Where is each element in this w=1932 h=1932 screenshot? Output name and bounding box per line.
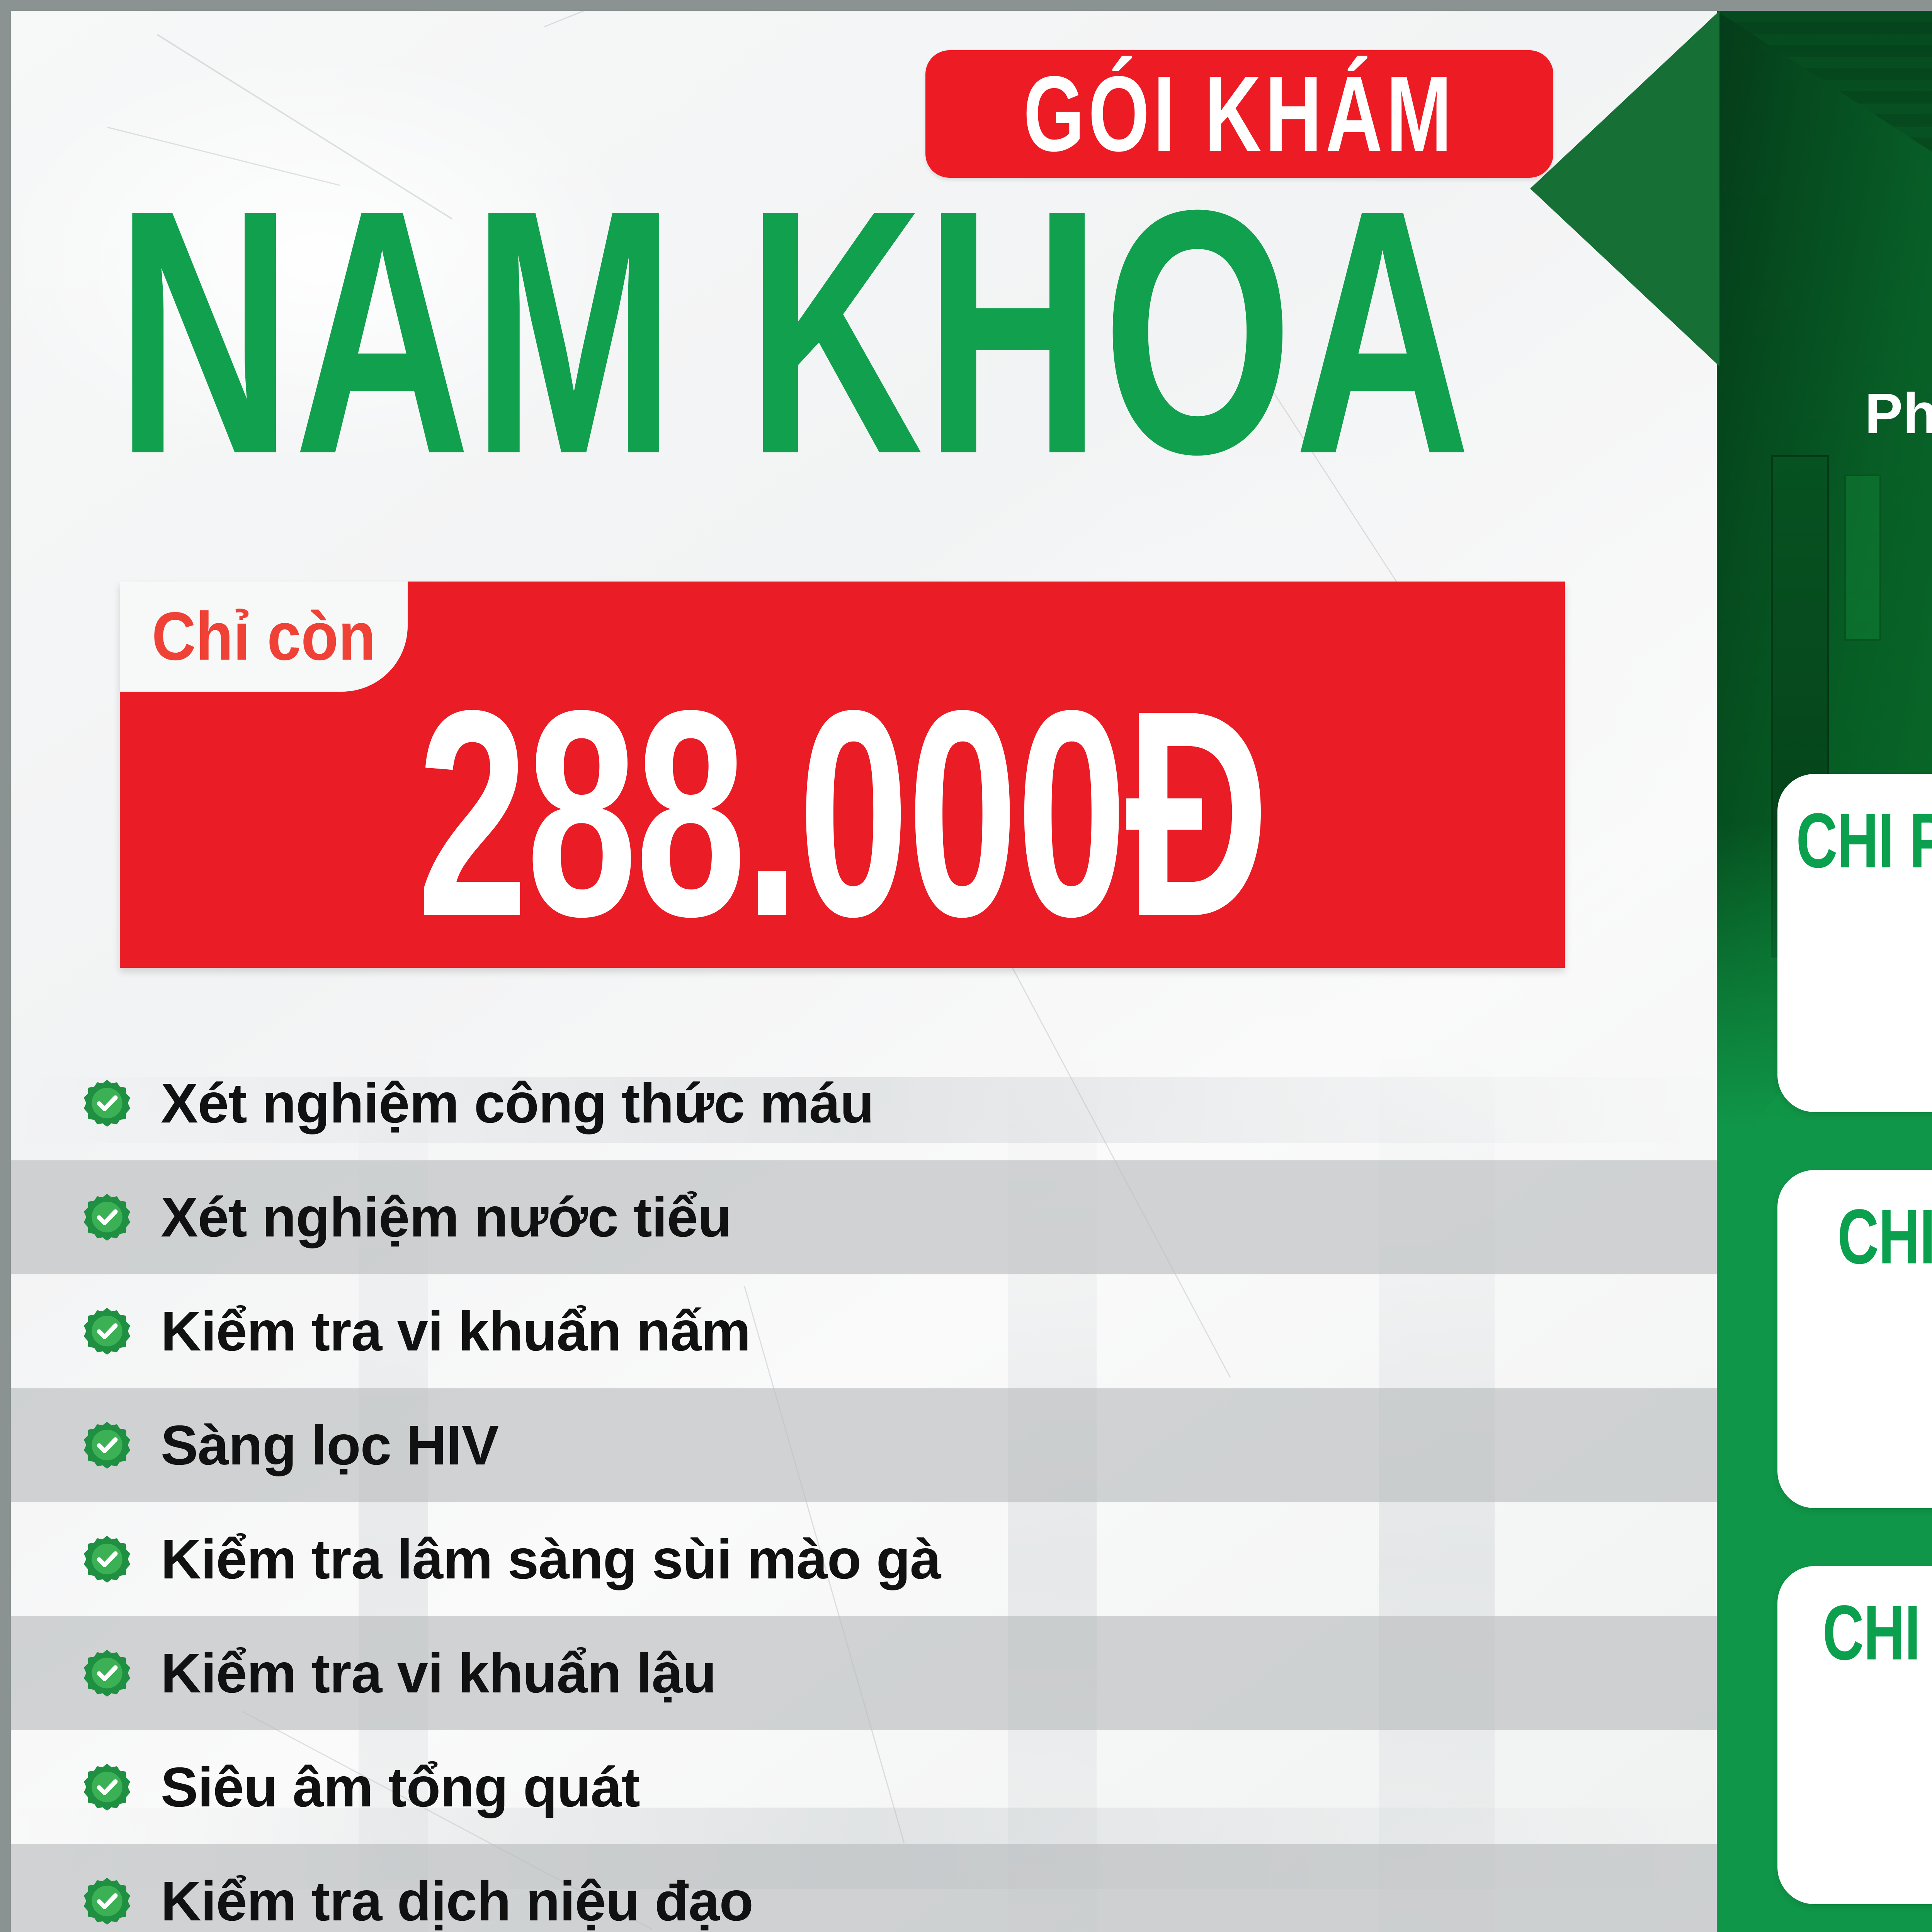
paper-crease bbox=[11, 1077, 1717, 1143]
check-rosette-icon bbox=[82, 1193, 132, 1242]
check-rosette-icon bbox=[82, 1877, 132, 1926]
service-label: Xét nghiệm nước tiểu bbox=[161, 1186, 732, 1248]
list-item: Kiểm tra vi khuẩn nấm bbox=[11, 1274, 1717, 1388]
clinic-name-line1: Phòng khám đa khoa bbox=[1864, 382, 1932, 446]
right-green-panel: Phòng khám đa khoa ĐÀ LẠT CHI PHÍ THỦ TH… bbox=[1717, 11, 1932, 1932]
page-title: NAM KHOA bbox=[116, 158, 1546, 506]
service-label: Xét nghiệm công thức máu bbox=[161, 1072, 874, 1134]
list-item: Kiểm tra dịch niệu đạo bbox=[11, 1844, 1717, 1932]
service-label: Siêu âm tổng quát bbox=[161, 1756, 640, 1818]
page-title-text: NAM KHOA bbox=[116, 138, 1473, 526]
discount-card-title: CHI PHÍ THỦ THUẬT GIẢM bbox=[1796, 797, 1932, 884]
left-paper-panel: Xét nghiệm công thức máu Xét nghiệm nước… bbox=[11, 11, 1717, 1932]
check-rosette-icon bbox=[82, 1649, 132, 1698]
check-rosette-icon bbox=[82, 1535, 132, 1584]
price-amount-text: 288.000Đ bbox=[417, 649, 1269, 978]
goi-kham-badge: GÓI KHÁM bbox=[925, 50, 1553, 178]
service-label: Sàng lọc HIV bbox=[161, 1414, 499, 1476]
price-prefix-label: Chỉ còn bbox=[151, 598, 376, 675]
goi-kham-label: GÓI KHÁM bbox=[1023, 54, 1456, 174]
service-list: Xét nghiệm công thức máu Xét nghiệm nước… bbox=[11, 1046, 1717, 1932]
service-label: Kiểm tra vi khuẩn lậu bbox=[161, 1642, 716, 1704]
list-item: Xét nghiệm nước tiểu bbox=[11, 1160, 1717, 1274]
check-rosette-icon bbox=[82, 1307, 132, 1356]
list-item: Kiểm tra lâm sàng sùi mào gà bbox=[11, 1502, 1717, 1616]
discount-card: CHI PHÍ ĐIỀU TRỊ GIẢM 30 % bbox=[1777, 1170, 1932, 1508]
list-item: Kiểm tra vi khuẩn lậu bbox=[11, 1616, 1717, 1730]
clinic-logo: Phòng khám đa khoa ĐÀ LẠT bbox=[1717, 107, 1932, 561]
check-rosette-icon bbox=[82, 1421, 132, 1470]
price-amount: 288.000Đ bbox=[120, 666, 1565, 960]
service-label: Kiểm tra lâm sàng sùi mào gà bbox=[161, 1528, 941, 1590]
list-item: Sàng lọc HIV bbox=[11, 1388, 1717, 1502]
discount-card: CHI PHÍ KIỂM TRA GIẢM 30 % bbox=[1777, 1566, 1932, 1904]
discount-cards: CHI PHÍ THỦ THUẬT GIẢM 50 % CHI PHÍ ĐIỀU… bbox=[1777, 774, 1932, 1932]
paper-crack bbox=[544, 11, 803, 27]
price-prefix-tab: Chỉ còn bbox=[120, 582, 408, 692]
price-block: Chỉ còn 288.000Đ bbox=[120, 582, 1565, 968]
check-rosette-icon bbox=[82, 1079, 132, 1128]
discount-card-title: CHI PHÍ KIỂM TRA GIẢM bbox=[1822, 1589, 1932, 1676]
list-item: Siêu âm tổng quát bbox=[11, 1730, 1717, 1844]
service-label: Kiểm tra vi khuẩn nấm bbox=[161, 1300, 751, 1362]
list-item: Xét nghiệm công thức máu bbox=[11, 1046, 1717, 1160]
discount-card: CHI PHÍ THỦ THUẬT GIẢM 50 % bbox=[1777, 774, 1932, 1112]
discount-card-title: CHI PHÍ ĐIỀU TRỊ GIẢM bbox=[1837, 1193, 1932, 1280]
check-rosette-icon bbox=[82, 1763, 132, 1812]
service-label: Kiểm tra dịch niệu đạo bbox=[161, 1870, 753, 1932]
